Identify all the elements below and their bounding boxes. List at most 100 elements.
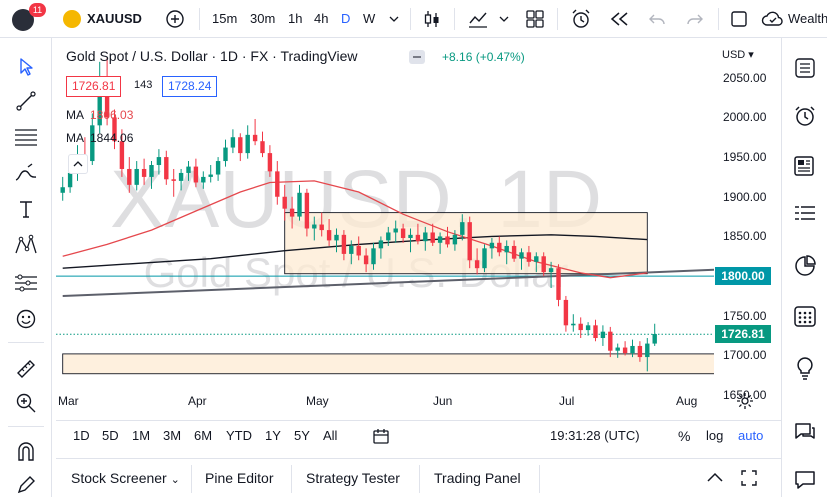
pattern-tool[interactable] — [13, 232, 39, 258]
tab-strategy-tester[interactable]: Strategy Tester — [306, 470, 400, 486]
range-ytd[interactable]: YTD — [226, 428, 252, 443]
range-1d[interactable]: 1D — [73, 428, 90, 443]
top-toolbar: 11 XAUUSD 15m 30m 1h 4h D W Wealth — [0, 0, 827, 38]
date-range-button[interactable] — [372, 427, 390, 448]
news-button[interactable] — [791, 152, 819, 180]
fib-tool[interactable] — [13, 124, 39, 150]
symbol-search-button[interactable]: XAUUSD — [87, 11, 142, 26]
cloud-save-button[interactable] — [760, 0, 786, 38]
candle-body — [334, 234, 339, 241]
range-all[interactable]: All — [323, 428, 338, 443]
redo-icon — [687, 14, 703, 25]
magnet-tool[interactable] — [13, 438, 39, 464]
newspaper-icon — [794, 156, 814, 176]
indicators-icon — [469, 12, 487, 28]
range-6m[interactable]: 6M — [194, 428, 213, 443]
ma-slow-label: MA — [66, 131, 84, 145]
zoom-tool[interactable] — [13, 390, 39, 416]
cursor-tool[interactable] — [13, 54, 39, 80]
candle-body — [208, 174, 213, 177]
candle-body — [260, 141, 265, 154]
tab-stock-screener[interactable]: Stock Screener ⌄ — [71, 470, 180, 486]
rewind-icon — [610, 12, 628, 26]
utc-clock[interactable]: 19:31:28 (UTC) — [550, 428, 640, 443]
collapse-panel-button[interactable] — [706, 470, 724, 487]
timeframe-15m[interactable]: 15m — [212, 11, 238, 26]
plus-circle-icon — [166, 10, 184, 28]
prediction-tool[interactable] — [13, 270, 39, 296]
candle-body — [474, 260, 480, 269]
chart-settings-button[interactable] — [736, 392, 756, 412]
templates-button[interactable] — [522, 0, 548, 38]
timeframe-w[interactable]: W — [363, 11, 376, 26]
percent-scale-button[interactable]: % — [678, 428, 691, 444]
auto-scale-button[interactable]: auto — [738, 428, 764, 443]
candle-body — [371, 248, 376, 265]
text-tool[interactable] — [13, 196, 39, 222]
log-scale-button[interactable]: log — [706, 428, 724, 443]
buy-price-button[interactable]: 1728.24 — [162, 76, 218, 97]
ma-fast-legend[interactable]: MA 1806.03 — [66, 108, 133, 122]
drawing-mode-tool[interactable] — [13, 472, 39, 497]
range-3m[interactable]: 3M — [163, 428, 182, 443]
currency-selector[interactable]: USD ▾ — [722, 49, 754, 61]
chart-type-button[interactable] — [420, 0, 444, 38]
alert-button[interactable] — [568, 0, 594, 38]
candle-body — [585, 325, 591, 331]
chart-pane[interactable]: XAUUSD, 1D Gold Spot / U.S. Dollar — [56, 42, 714, 415]
icons-tool[interactable] — [13, 306, 39, 332]
list-icon — [795, 58, 815, 78]
sell-price-button[interactable]: 1726.81 — [66, 76, 122, 97]
ideas-button[interactable] — [791, 252, 819, 280]
replay-button[interactable] — [606, 0, 632, 38]
legend-change: +8.16 (+0.47%) — [442, 50, 525, 64]
user-avatar[interactable] — [12, 9, 34, 31]
range-1m[interactable]: 1M — [132, 428, 151, 443]
undo-icon — [649, 14, 665, 25]
candle-body — [415, 234, 421, 242]
ma-slow-legend[interactable]: MA 1844.06 — [66, 131, 133, 145]
candle-body — [519, 252, 524, 259]
undo-button[interactable] — [644, 0, 670, 38]
candle-body — [119, 141, 125, 169]
range-5d[interactable]: 5D — [102, 428, 119, 443]
text-icon — [20, 201, 32, 218]
maximize-panel-button[interactable] — [740, 469, 758, 490]
timeframe-4h[interactable]: 4h — [314, 11, 329, 26]
tab-pine-editor[interactable]: Pine Editor — [205, 470, 274, 486]
ideas-stream-button[interactable] — [791, 354, 819, 382]
trend-line-tool[interactable] — [13, 88, 39, 114]
fullscreen-button[interactable] — [727, 0, 751, 38]
brush-tool[interactable] — [13, 160, 39, 186]
indicators-button[interactable] — [465, 0, 491, 38]
alerts-button[interactable] — [791, 102, 819, 130]
watchlist-button[interactable] — [791, 54, 819, 82]
toolbar-divider — [199, 8, 200, 30]
legend-collapse-button[interactable] — [68, 154, 88, 174]
account-label[interactable]: Wealth — [788, 11, 827, 26]
tab-trading-panel[interactable]: Trading Panel — [434, 470, 521, 486]
tool-divider — [8, 426, 44, 427]
calendar-icon — [373, 429, 389, 444]
timeframe-1h[interactable]: 1h — [288, 11, 303, 26]
candle-body — [430, 232, 435, 243]
indicators-dropdown[interactable] — [495, 0, 513, 38]
legend-menu-icon[interactable] — [409, 50, 425, 64]
chats-button[interactable] — [791, 418, 819, 446]
calendar-events-button[interactable] — [791, 200, 819, 228]
help-button[interactable] — [791, 466, 819, 494]
range-1y[interactable]: 1Y — [265, 428, 281, 443]
redo-button[interactable] — [682, 0, 708, 38]
price-axis[interactable]: USD ▾ 2050.00 2000.00 1950.00 1900.00 1850.0… — [714, 42, 780, 415]
timeframe-30m[interactable]: 30m — [250, 11, 276, 26]
time-axis[interactable]: Mar Apr May Jun Jul Aug — [56, 390, 714, 414]
timeframe-dropdown[interactable] — [384, 0, 404, 38]
tab-divider — [191, 465, 192, 493]
range-5y[interactable]: 5Y — [294, 428, 310, 443]
measure-tool[interactable] — [13, 356, 39, 382]
compare-symbol-button[interactable] — [162, 0, 188, 38]
grid-icon — [526, 10, 544, 28]
trend-line-icon — [16, 91, 36, 111]
timeframe-d[interactable]: D — [341, 11, 351, 26]
calendar-button[interactable] — [791, 302, 819, 330]
